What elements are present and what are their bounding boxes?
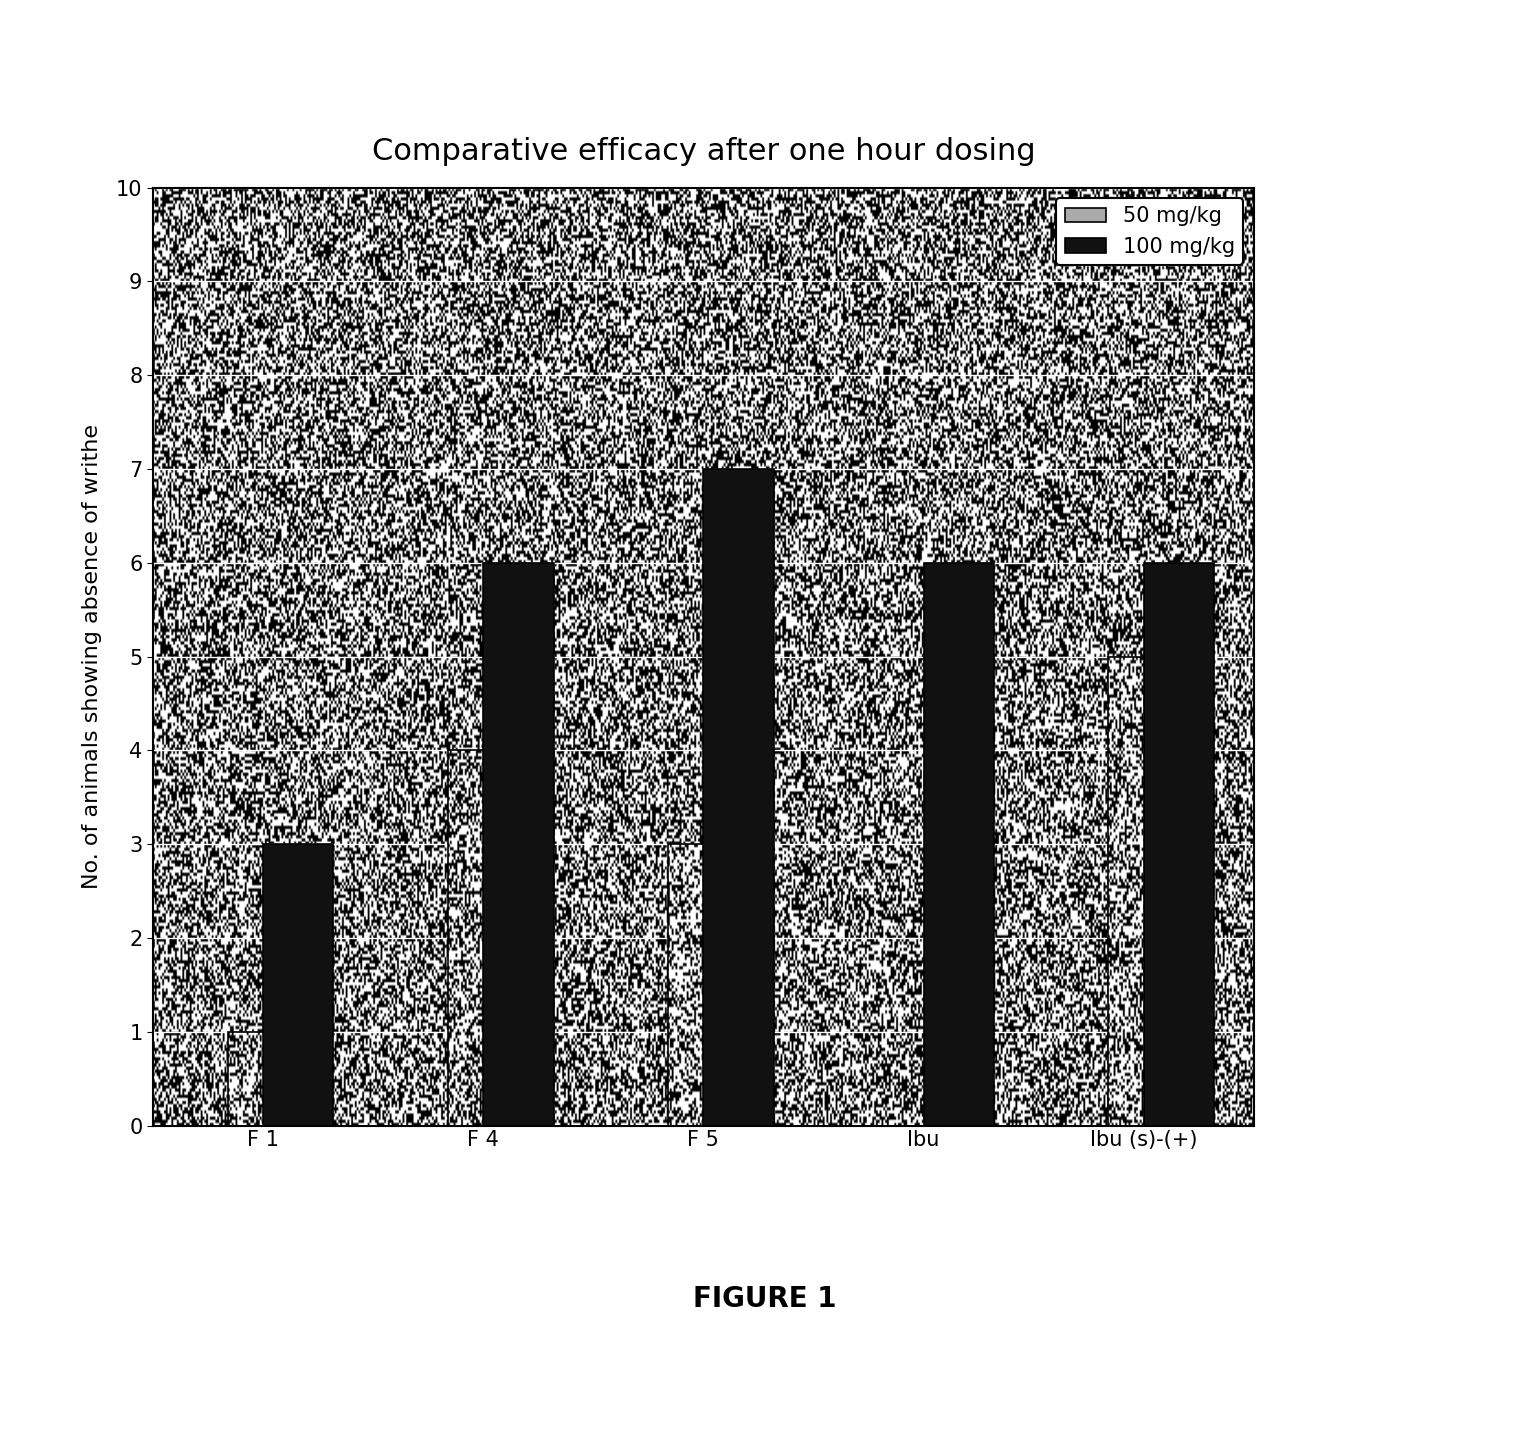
Bar [448,750,518,1126]
Legend: 50 mg/kg, 100 mg/kg: 50 mg/kg, 100 mg/kg [1057,198,1243,266]
Bar [483,563,553,1126]
Bar [668,844,739,1126]
Text: Comparative efficacy after one hour dosing: Comparative efficacy after one hour dosi… [372,137,1035,166]
Text: FIGURE 1: FIGURE 1 [693,1284,836,1313]
Bar [924,563,994,1126]
Y-axis label: No. of animals showing absence of writhe: No. of animals showing absence of writhe [83,424,102,889]
Bar [228,1032,298,1126]
Bar [703,469,774,1126]
Bar [263,844,333,1126]
Bar [1144,563,1214,1126]
Bar [1109,657,1179,1126]
